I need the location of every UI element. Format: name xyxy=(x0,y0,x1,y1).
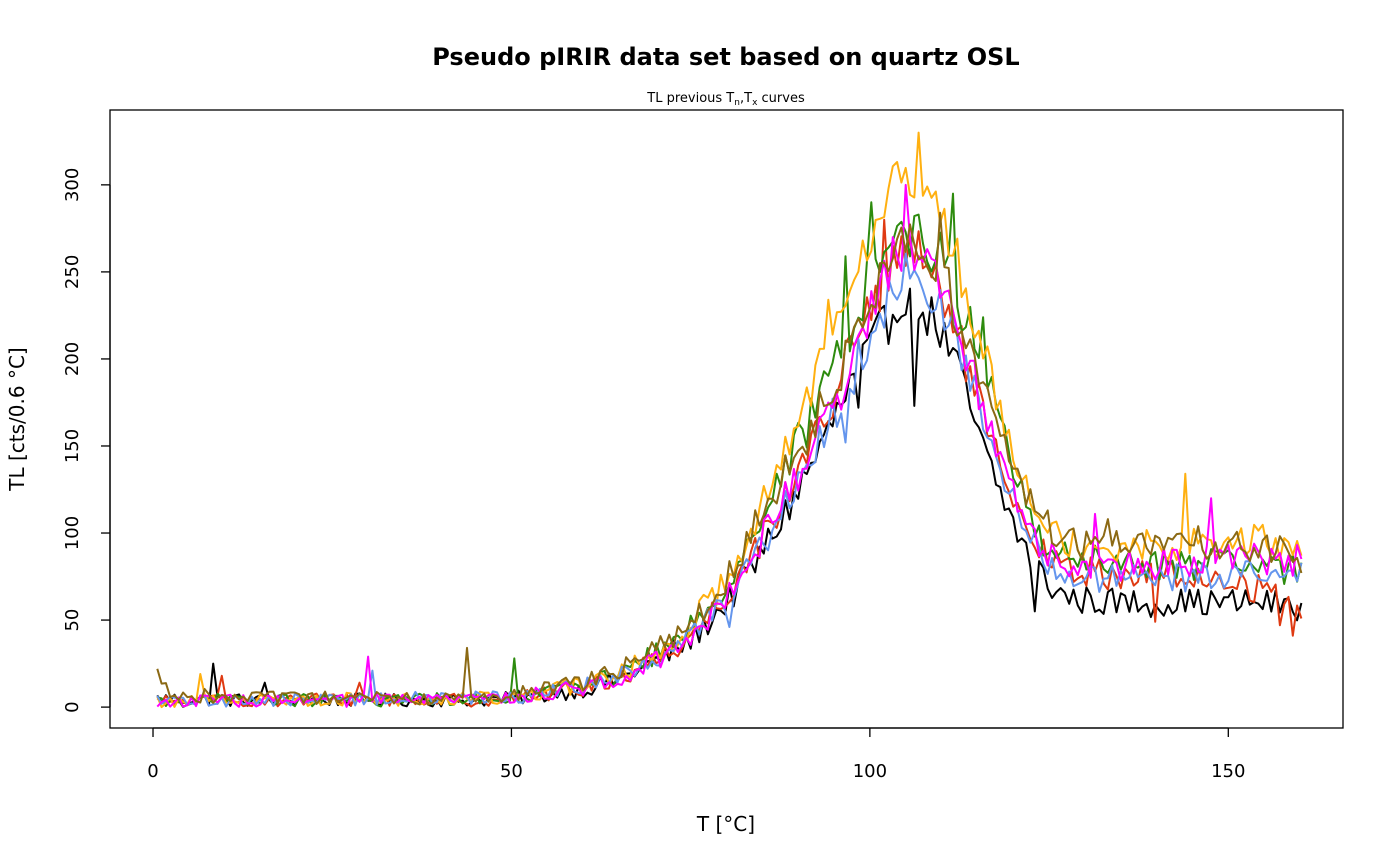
series-line-2 xyxy=(156,218,1303,708)
y-tick-label: 250 xyxy=(62,255,83,289)
chart-subtitle: TL previous Tn,Tx curves xyxy=(646,91,805,108)
x-tick-label: 0 xyxy=(147,761,158,782)
y-tick-label: 100 xyxy=(62,516,83,550)
x-tick-label: 150 xyxy=(1211,761,1245,782)
y-tick-label: 50 xyxy=(62,609,83,632)
x-tick-label: 100 xyxy=(853,761,887,782)
series-line-5 xyxy=(156,252,1303,708)
y-axis: 0 50 100 150 200 250 300 xyxy=(62,168,111,713)
subtitle-sep: ,T xyxy=(740,91,752,106)
y-tick-label: 200 xyxy=(62,342,83,376)
y-tick-label: 300 xyxy=(62,168,83,202)
subtitle-base: TL previous T xyxy=(646,91,734,106)
y-tick-label: 150 xyxy=(62,429,83,463)
series-layer xyxy=(156,131,1303,709)
x-axis: 0 50 100 150 xyxy=(147,727,1245,782)
series-line-1 xyxy=(156,287,1303,708)
series-line-3 xyxy=(157,192,1303,708)
x-axis-label: T [°C] xyxy=(696,812,755,836)
plot-frame xyxy=(109,109,1344,729)
series-line-7 xyxy=(156,211,1303,706)
chart-title: Pseudo pIRIR data set based on quartz OS… xyxy=(432,43,1019,71)
series-line-6 xyxy=(156,183,1303,708)
x-tick-label: 50 xyxy=(500,761,523,782)
subtitle-sub-2: x xyxy=(752,98,758,108)
y-axis-label: TL [cts/0.6 °C] xyxy=(5,347,29,491)
subtitle-rest: curves xyxy=(757,91,805,106)
series-line-4 xyxy=(156,131,1303,709)
subtitle-sub-1: n xyxy=(734,98,740,108)
y-tick-label: 0 xyxy=(62,701,83,712)
